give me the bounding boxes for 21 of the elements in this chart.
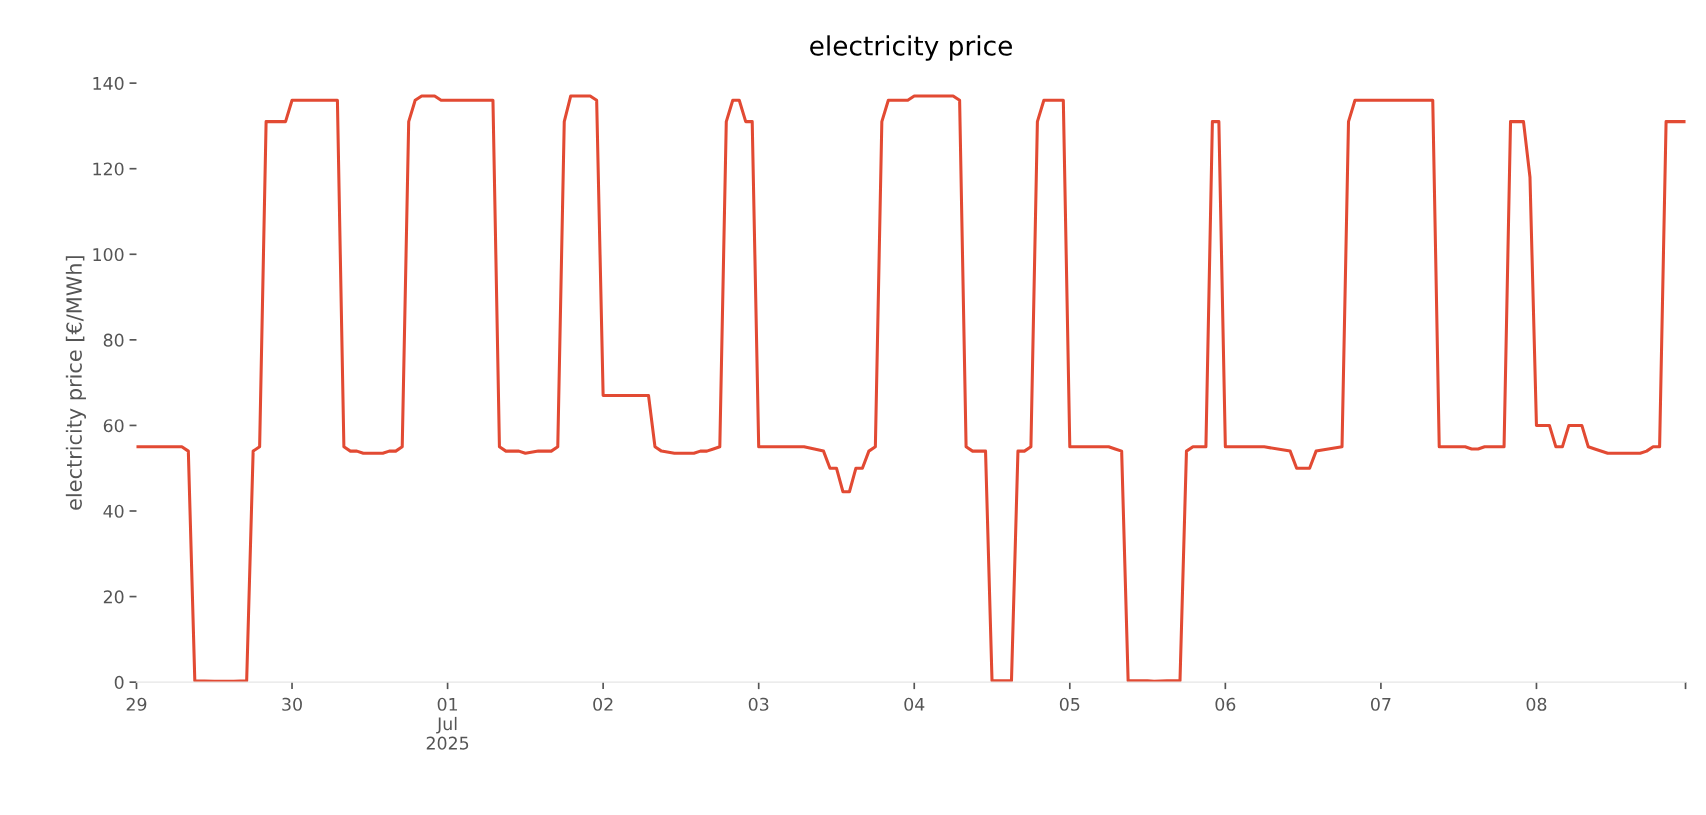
x-tick-label: 05 [1059, 697, 1080, 711]
x-tick-label: 04 [904, 697, 925, 711]
x-tick-label: 07 [1371, 697, 1391, 711]
line-series [136, 94, 1686, 683]
y-tick-label: 20 [103, 590, 124, 604]
y-tick-label: 80 [103, 333, 124, 347]
x-tick-label: 01 Jul 2025 [426, 697, 469, 750]
y-tick-label: 120 [93, 162, 124, 176]
y-tick-label: 0 [114, 675, 124, 689]
x-tick-label: 02 [593, 697, 613, 711]
y-tick-label: 60 [103, 419, 124, 433]
y-axis-title: electricity price [€/MWh] [65, 256, 86, 510]
chart-title: electricity price [810, 35, 1012, 61]
x-tick-label: 06 [1215, 697, 1236, 711]
y-tick-label: 140 [93, 76, 124, 90]
y-tick-label: 100 [93, 247, 124, 262]
x-tick-label: 30 [282, 697, 302, 711]
x-tick-label: 29 [126, 697, 147, 711]
x-tick-label: 03 [748, 697, 769, 711]
x-tick-label: 08 [1526, 697, 1547, 711]
y-tick-label: 40 [103, 504, 124, 518]
